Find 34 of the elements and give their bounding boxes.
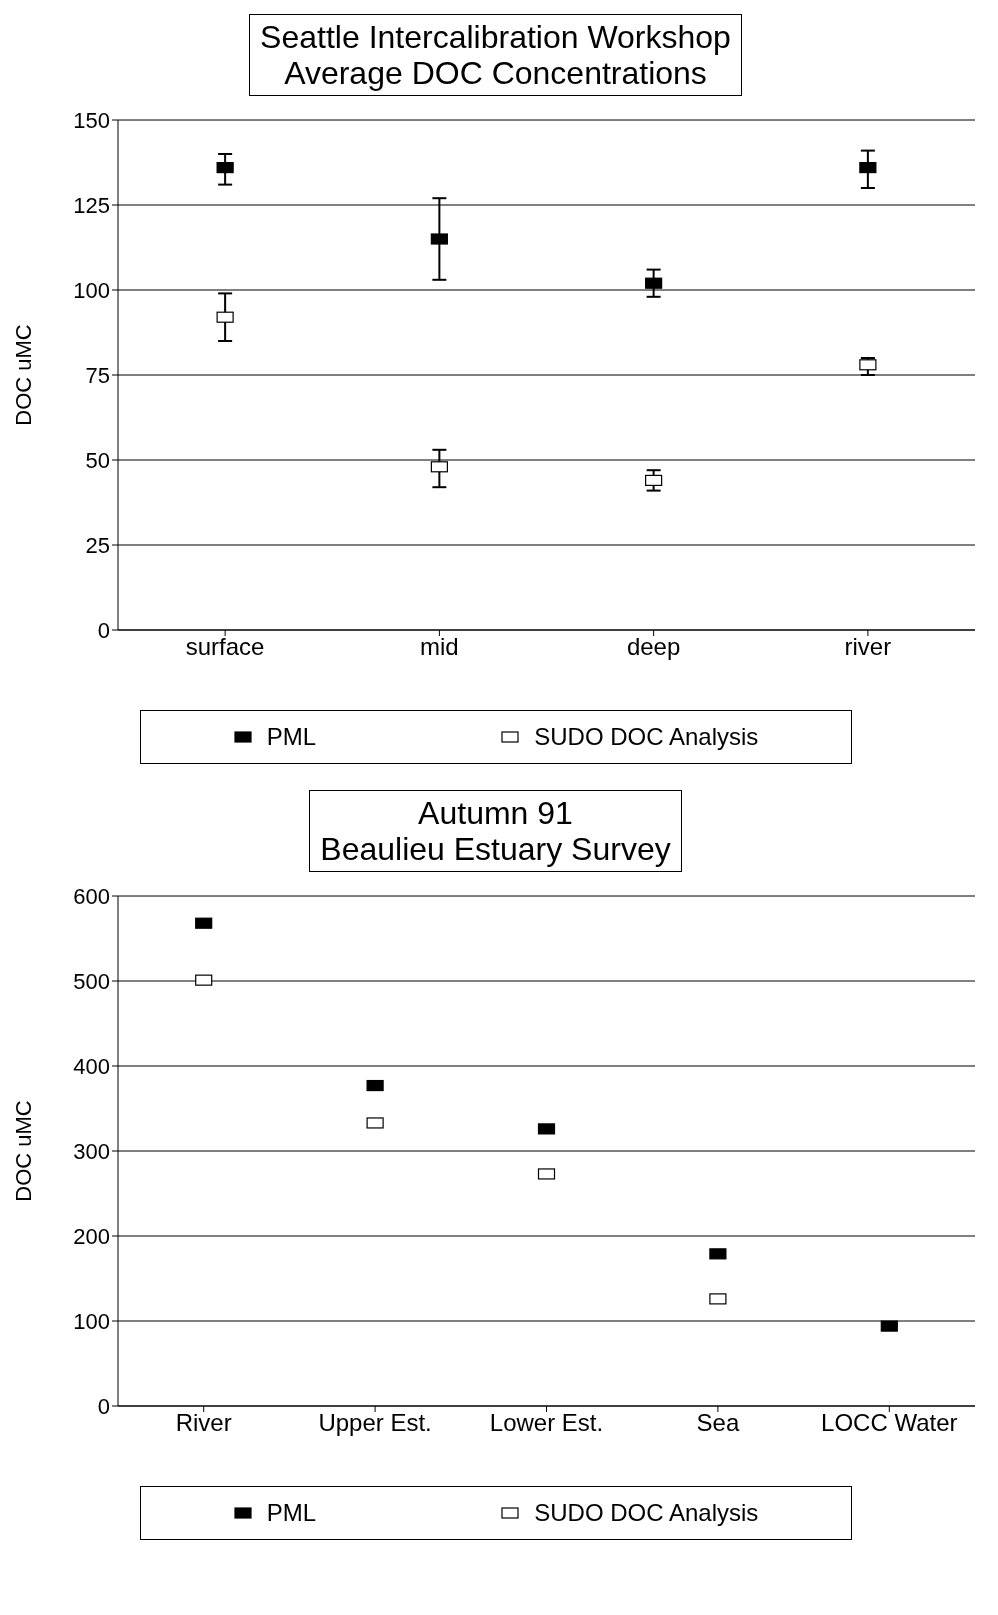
- y-tick-label: 300: [73, 1138, 110, 1164]
- y-tick-label: 0: [97, 617, 110, 643]
- y-axis-title: DOC uMC: [10, 1100, 36, 1202]
- x-tick-label: surface: [185, 633, 265, 661]
- legend-label: PML: [266, 1499, 316, 1527]
- x-tick-label: mid: [420, 633, 459, 661]
- chart-subtitle: Average DOC Concentrations: [283, 55, 708, 91]
- y-tick-label: 125: [73, 192, 110, 218]
- y-tick-label: 150: [73, 107, 110, 133]
- y-tick-label: 400: [73, 1053, 110, 1079]
- x-tick-label: Upper Est.: [318, 1409, 432, 1437]
- x-tick-label: river: [844, 633, 892, 661]
- point: [366, 1079, 384, 1092]
- x-tick-label: deep: [626, 633, 681, 661]
- y-tick-label: 500: [73, 968, 110, 994]
- y-tick-label: 100: [73, 277, 110, 303]
- y-tick-label: 600: [73, 883, 110, 909]
- chart-subtitle: Beaulieu Estuary Survey: [320, 831, 671, 867]
- x-tick-label: River: [175, 1409, 232, 1437]
- chart-title: Autumn 91: [417, 795, 574, 831]
- y-tick-label: 200: [73, 1223, 110, 1249]
- y-tick-label: 25: [85, 532, 110, 558]
- y-tick-label: 0: [97, 1393, 110, 1419]
- legend-label: SUDO DOC Analysis: [534, 723, 759, 751]
- legend-label: SUDO DOC Analysis: [534, 1499, 759, 1527]
- y-axis-title: DOC uMC: [10, 324, 36, 426]
- chart-title: Seattle Intercalibration Workshop: [260, 19, 731, 55]
- y-tick-label: 75: [85, 362, 110, 388]
- x-tick-label: Sea: [696, 1409, 740, 1437]
- y-tick-label: 100: [73, 1308, 110, 1334]
- x-tick-label: Lower Est.: [489, 1409, 604, 1437]
- x-tick-label: LOCC Water: [821, 1409, 958, 1437]
- legend-label: PML: [266, 723, 316, 751]
- y-tick-label: 50: [85, 447, 110, 473]
